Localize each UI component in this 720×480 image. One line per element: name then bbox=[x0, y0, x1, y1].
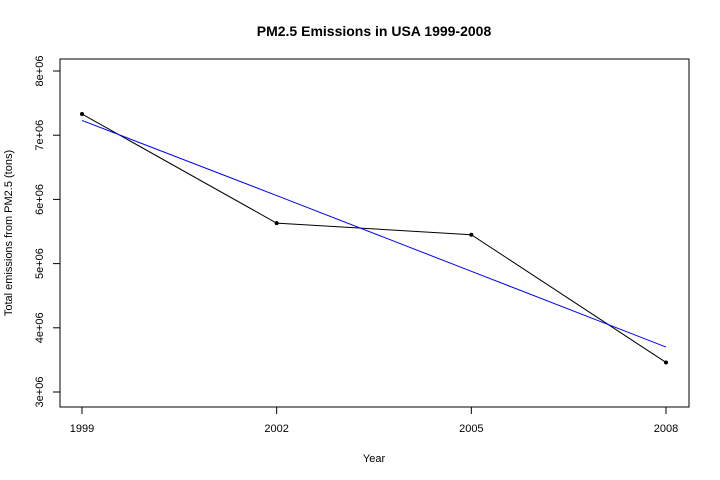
x-tick-label: 2002 bbox=[264, 423, 288, 435]
x-tick-label: 2005 bbox=[459, 423, 483, 435]
trend-line bbox=[81, 119, 667, 348]
x-axis-label: Year bbox=[363, 453, 386, 465]
data-point bbox=[80, 112, 84, 117]
x-axis: 1999 2002 2005 2008 bbox=[70, 407, 678, 435]
y-tick-label: 7e+06 bbox=[34, 120, 46, 151]
data-point bbox=[469, 232, 474, 237]
y-tick-label: 6e+06 bbox=[34, 184, 46, 215]
y-tick-label: 8e+06 bbox=[34, 56, 46, 87]
x-tick-label: 2008 bbox=[654, 423, 678, 435]
plot-frame bbox=[59, 58, 690, 408]
x-tick-label: 1999 bbox=[70, 423, 94, 435]
series-line bbox=[81, 113, 667, 363]
y-axis-label: Total emissions from PM2.5 (tons) bbox=[3, 150, 15, 316]
y-tick-label: 4e+06 bbox=[34, 312, 46, 343]
y-axis: 3e+06 4e+06 5e+06 6e+06 7e+06 8e+06 bbox=[34, 56, 60, 408]
series-layer bbox=[80, 112, 668, 365]
data-point bbox=[274, 221, 279, 226]
chart-title: PM2.5 Emissions in USA 1999-2008 bbox=[257, 23, 492, 39]
data-point bbox=[664, 360, 668, 365]
y-tick-label: 5e+06 bbox=[34, 248, 46, 279]
y-tick-label: 3e+06 bbox=[34, 377, 46, 408]
